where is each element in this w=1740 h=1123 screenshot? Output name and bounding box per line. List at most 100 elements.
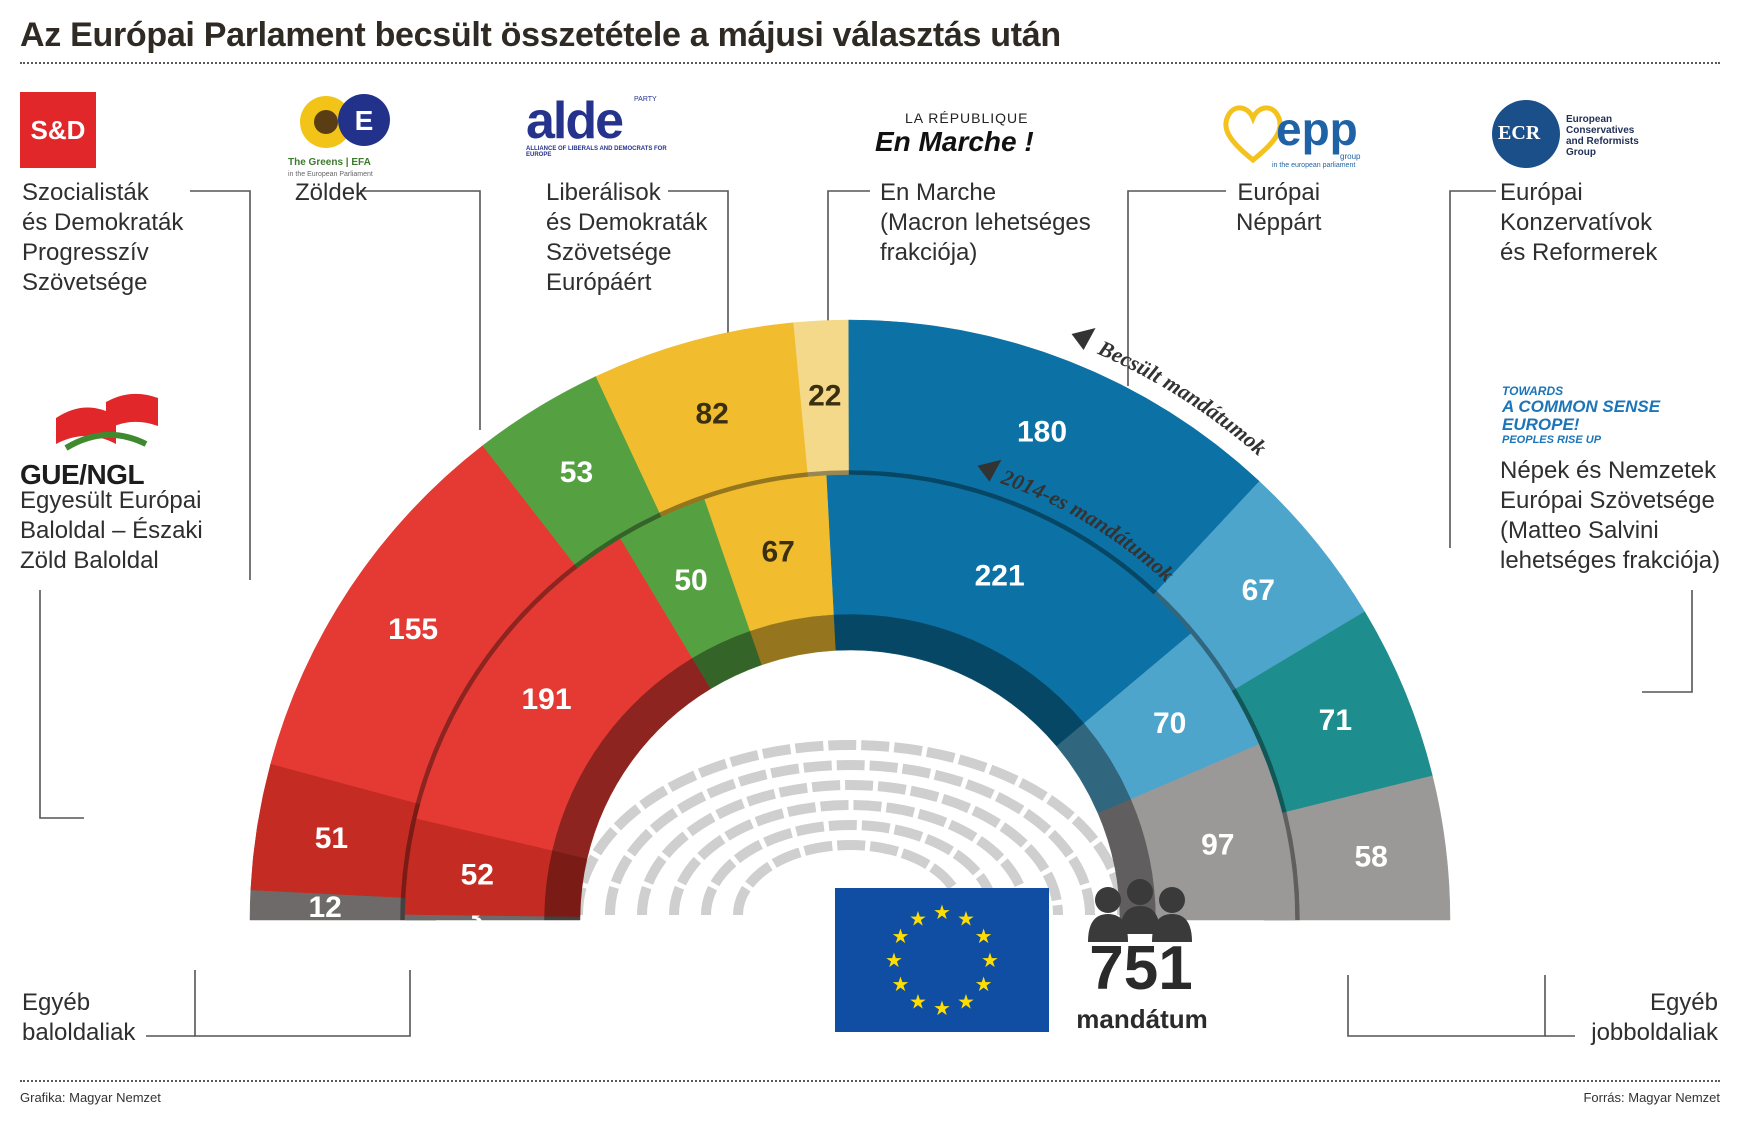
sd-logo: S&D — [20, 92, 96, 168]
hemicycle-row — [637, 780, 1063, 916]
label-sd-line: Szocialisták — [22, 179, 149, 206]
svg-text:E: E — [355, 105, 374, 136]
segment-value: 52 — [461, 859, 494, 892]
eu-flag-icon: ★ ★★★★★★★★★★★ — [835, 888, 1049, 1032]
connector-line — [1449, 190, 1496, 548]
label-epp-line: Néppárt — [1236, 209, 1322, 236]
connector-line — [827, 190, 870, 354]
segment-value: 221 — [975, 560, 1025, 593]
epp-group-text: group — [1340, 152, 1361, 161]
segment-value: 51 — [315, 822, 348, 855]
epp-logo: epp group in the european parliament — [1218, 100, 1368, 170]
estimated-seats-label-arrow — [1071, 328, 1096, 351]
enf-logo-line2: A COMMON SENSE — [1502, 397, 1661, 416]
eu-star: ★ — [891, 974, 909, 996]
label-enf-line: lehetséges frakciója) — [1500, 547, 1721, 574]
segment-value: 71 — [1319, 704, 1352, 737]
epp-logo-text: epp — [1276, 103, 1358, 155]
eu-star: ★ — [975, 926, 993, 948]
label-ecr-line: Konzervatívok — [1500, 209, 1653, 236]
enf-logo-line3: EUROPE! — [1502, 415, 1580, 434]
footer-divider — [20, 1080, 1720, 1082]
label-other-left-line: Egyéb — [22, 989, 91, 1016]
hemicycle-row — [669, 800, 1031, 916]
label-alde-line: Szövetsége — [546, 239, 672, 266]
connector-lines — [39, 190, 1693, 1037]
segment-value: 12 — [308, 891, 341, 924]
connector-line — [190, 190, 251, 580]
previous-seats-label-arrow — [977, 459, 1002, 482]
segment-egy-b-jobboldaliak — [1286, 775, 1451, 921]
alde-party-text: PARTY — [634, 96, 657, 103]
chart-title: Az Európai Parlament becsült összetétele… — [20, 16, 1061, 54]
label-gue-line: Baloldal – Északi — [20, 517, 203, 544]
label-enf-line: Európai Szövetsége — [1500, 487, 1715, 514]
label-alde: Liberálisok és Demokraták Szövetsége Eur… — [546, 178, 707, 298]
gue-logo: GUE/NGL — [20, 388, 190, 491]
label-sd-line: és Demokraták — [22, 209, 184, 236]
label-greens: Zöldek — [295, 178, 367, 208]
label-gue: Egyesült Európai Baloldal – Északi Zöld … — [20, 486, 203, 576]
segment-egy-b-jobboldaliak — [1130, 744, 1296, 921]
segment-value: 70 — [1153, 707, 1186, 740]
source-text: Forrás: Magyar Nemzet — [1583, 1090, 1720, 1105]
gue-logo-text: GUE/NGL — [20, 459, 145, 490]
segment-value: 180 — [1017, 415, 1067, 448]
hemicycle-row — [605, 760, 1095, 916]
eu-star: ★ — [933, 998, 951, 1020]
label-enf-line: Népek és Nemzetek — [1500, 457, 1717, 484]
flag-icon — [56, 393, 158, 451]
label-epp-line: Európai — [1237, 179, 1321, 206]
alde-logo-text: alde — [526, 92, 624, 150]
lrem-logo-main: En Marche ! — [875, 126, 1034, 157]
hemicycle-row — [573, 740, 1127, 916]
connector-line — [668, 190, 729, 362]
title-divider — [20, 62, 1720, 64]
label-gue-line: Zöld Baloldal — [20, 547, 159, 574]
label-alde-line: és Demokraták — [546, 209, 708, 236]
label-other-left: Egyéb baloldaliak — [22, 988, 135, 1048]
label-other-right: Egyéb jobboldaliak — [1578, 988, 1718, 1048]
person-body — [1120, 906, 1160, 934]
person-head — [1159, 887, 1185, 913]
label-sd-line: Szövetsége — [22, 269, 148, 296]
alde-logo-subtext: ALLIANCE OF LIBERALS AND DEMOCRATS FOR E… — [526, 146, 667, 158]
heart-icon — [1223, 105, 1283, 164]
label-lrem: En Marche (Macron lehetséges frakciója) — [880, 178, 1091, 268]
greens-logo-subtext: in the European Parliament — [288, 171, 373, 178]
label-enf: Népek és Nemzetek Európai Szövetsége (Ma… — [1500, 456, 1720, 576]
label-enf-line: (Matteo Salvini — [1500, 517, 1659, 544]
sunflower-eu-icon: E — [300, 94, 390, 148]
segment-value: 53 — [560, 456, 593, 489]
total-seats-value: 751 — [1089, 934, 1193, 1003]
label-greens-line: Zöldek — [295, 179, 368, 206]
greens-logo: E The Greens | EFA in the European Parli… — [288, 92, 398, 178]
enf-logo-line4: PEOPLES RISE UP — [1502, 434, 1602, 446]
person-head — [1095, 887, 1121, 913]
segment-value: 58 — [1354, 840, 1387, 873]
label-sd: Szocialisták és Demokraták Progresszív S… — [22, 178, 183, 298]
segment-epp — [826, 474, 1192, 724]
eu-star: ★ — [909, 992, 927, 1014]
eu-flag-field — [835, 888, 1049, 1032]
ecr-emblem-icon — [1492, 100, 1560, 168]
label-epp: Európai Néppárt — [1236, 178, 1321, 238]
greens-logo-text: The Greens | EFA — [288, 157, 371, 168]
total-seats-label: mandátum — [1076, 1004, 1208, 1034]
label-other-left-line: baloldaliak — [22, 1019, 136, 1046]
segment-value: 97 — [1201, 828, 1234, 861]
hemicycle-row — [701, 820, 999, 916]
ecr-logo-line4: Group — [1566, 147, 1596, 158]
ecr-logo-text: ECR — [1498, 122, 1541, 144]
person-body — [1088, 914, 1128, 942]
label-gue-line: Egyesült Európai — [20, 487, 202, 514]
label-lrem-line: frakciója) — [880, 239, 978, 266]
label-other-right-line: jobboldaliak — [1591, 1019, 1718, 1046]
segment-value: 67 — [1242, 574, 1275, 607]
people-icon — [1088, 879, 1192, 942]
label-lrem-line: En Marche — [880, 179, 997, 206]
eu-star: ★ — [933, 902, 951, 924]
segment-value: 82 — [695, 397, 728, 430]
person-body — [1152, 914, 1192, 942]
